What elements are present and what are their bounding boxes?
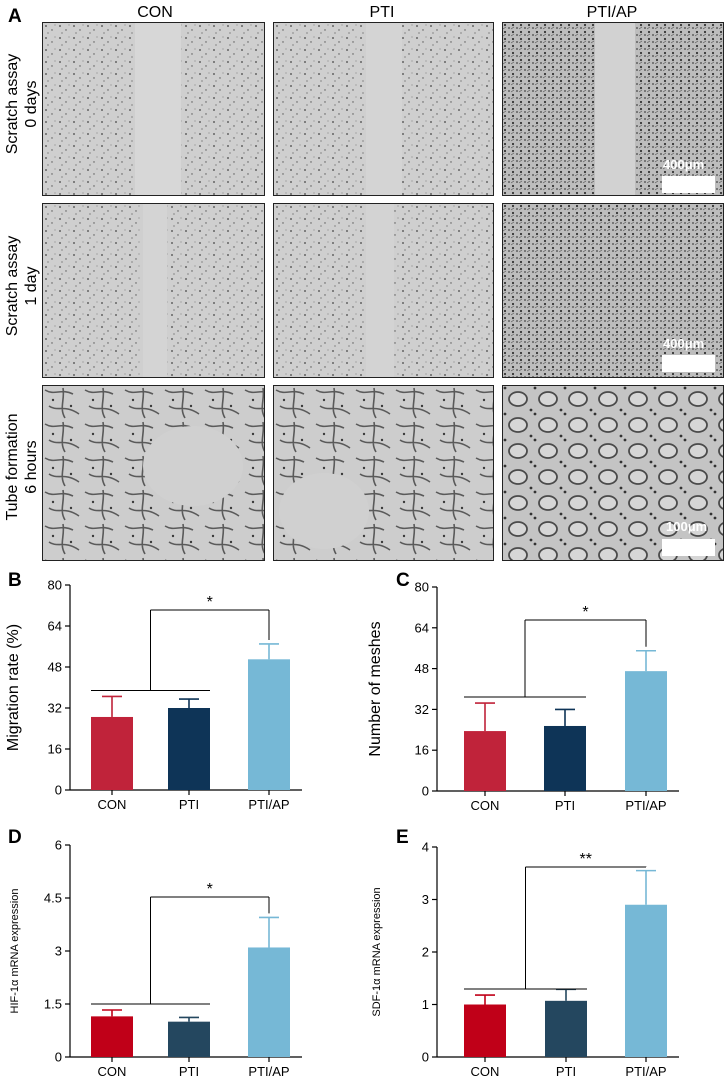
chart-c-y-tick-label: 48 [415, 661, 429, 676]
chart-e-y-axis-label: SDF-1α mRNA expression [371, 887, 383, 1016]
row-label-line2: 1 day [23, 266, 40, 306]
chart-d-x-tick-label: PTI/AP [248, 1064, 289, 1077]
chart-c-y-tick-label: 64 [415, 620, 429, 635]
chart-b-bar-con [91, 716, 133, 790]
chart-d-x-tick-label: PTI [179, 1064, 199, 1077]
chart-b-y-tick-label: 48 [48, 660, 62, 675]
chart-d-x-tick-label: CON [98, 1064, 127, 1077]
chart-c-bar-con [464, 731, 506, 791]
chart-d-bar-pti [168, 1021, 210, 1057]
row-label-line1: Scratch assay [4, 53, 21, 155]
chart-d-y-tick-label: 6 [55, 838, 62, 853]
micrograph-scratch-0d-con [42, 22, 265, 196]
chart-c-significance: * [582, 604, 588, 621]
scale-label-row2: 400μm [663, 336, 705, 351]
chart-b-bar-ptiap [248, 659, 290, 790]
chart-d-y-tick-label: 4.5 [44, 891, 62, 906]
chart-e-significance: ** [580, 851, 592, 868]
chart-d-y-axis-label: HIF-1α mRNA expression [9, 889, 21, 1014]
chart-b-y-tick-label: 64 [48, 619, 62, 634]
chart-b-y-tick-label: 0 [55, 783, 62, 798]
chart-e-y-tick-label: 3 [422, 892, 429, 907]
chart-e-bar-con [464, 1004, 506, 1057]
chart-c-y-tick-label: 32 [415, 702, 429, 717]
scale-bar-row3 [662, 539, 715, 556]
chart-b-significance: * [207, 594, 213, 611]
column-header-con: CON [137, 4, 173, 21]
micrograph-tube-6h-pti [273, 385, 494, 561]
row-label-scratch-1d: Scratch assay 1 day [3, 196, 41, 376]
chart-c-y-tick-label: 0 [422, 784, 429, 799]
micrograph-tube-6h-con [42, 385, 265, 561]
chart-e-x-tick-label: CON [471, 1064, 500, 1077]
chart-e-bar-pti [545, 1000, 587, 1057]
scale-bar-row2 [662, 355, 715, 372]
micrograph-tube-6h-ptiap [502, 385, 724, 561]
chart-d-significance: * [207, 881, 213, 898]
chart-b-migration-rate: Migration rate (%) 0 16 32 48 64 80 CON PTI PTI/A… [0, 570, 360, 820]
chart-c-y-axis-label: Number of meshes [367, 621, 384, 756]
column-header-pti: PTI [369, 4, 395, 21]
panel-letter-b: B [8, 570, 22, 591]
chart-c-bar-ptiap [625, 671, 667, 791]
chart-c-number-of-meshes: Number of meshes 0 16 32 48 64 80 CON PTI PTI/AP * [362, 570, 726, 820]
chart-e-y-tick-label: 1 [422, 997, 429, 1012]
row-label-line2: 6 hours [23, 440, 40, 494]
row-label-scratch-0d: Scratch assay 0 days [3, 14, 41, 194]
micrograph-scratch-0d-ptiap [502, 22, 724, 196]
micrograph-scratch-1d-pti [273, 203, 494, 378]
chart-b-x-tick-label: PTI/AP [248, 797, 289, 812]
panel-letter-c: C [396, 570, 410, 591]
chart-d-y-tick-label: 3 [55, 944, 62, 959]
chart-e-y-tick-label: 2 [422, 945, 429, 960]
chart-d-bar-con [91, 1016, 133, 1057]
chart-e-bar-ptiap [625, 904, 667, 1057]
panel-letter-d: D [8, 827, 22, 848]
chart-d-y-tick-label: 1.5 [44, 997, 62, 1012]
column-header-ptiap: PTI/AP [586, 4, 638, 21]
micrograph-scratch-1d-con [42, 203, 265, 378]
scale-label-row1: 400μm [663, 157, 705, 172]
scale-label-row3: 100μm [666, 519, 708, 534]
chart-b-y-tick-label: 80 [48, 578, 62, 593]
chart-c-y-tick-label: 16 [415, 743, 429, 758]
row-label-line1: Tube formation [4, 413, 21, 521]
panel-letter-a: A [8, 6, 22, 27]
chart-e-sdf1a-expression: SDF-1α mRNA expression 0 1 2 3 4 CON PTI PTI/AP *… [362, 827, 726, 1079]
chart-c-x-tick-label: PTI [555, 798, 575, 813]
scale-bar-row1 [662, 176, 715, 193]
chart-b-bar-pti [168, 708, 210, 790]
chart-d-y-tick-label: 0 [55, 1050, 62, 1065]
panel-letter-e: E [396, 827, 409, 848]
chart-e-y-tick-label: 4 [422, 840, 429, 855]
chart-c-x-tick-label: PTI/AP [625, 798, 666, 813]
chart-b-y-tick-label: 16 [48, 742, 62, 757]
chart-b-x-tick-label: PTI [179, 797, 199, 812]
row-label-line2: 0 days [23, 80, 40, 128]
chart-b-x-tick-label: CON [98, 797, 127, 812]
micrograph-scratch-0d-pti [273, 22, 494, 196]
chart-b-y-axis-label: Migration rate (%) [5, 624, 22, 751]
chart-d-hif1a-expression: HIF-1α mRNA expression 0 1.5 3 4.5 6 CON PTI PTI… [0, 827, 360, 1079]
row-label-line1: Scratch assay [4, 235, 21, 337]
chart-e-x-tick-label: PTI [556, 1064, 576, 1077]
chart-b-y-tick-label: 32 [48, 701, 62, 716]
chart-d-bar-ptiap [248, 947, 290, 1057]
chart-e-y-tick-label: 0 [422, 1050, 429, 1065]
row-label-tube-6h: Tube formation 6 hours [3, 377, 41, 557]
chart-c-x-tick-label: CON [471, 798, 500, 813]
chart-c-bar-pti [544, 725, 586, 791]
chart-e-x-tick-label: PTI/AP [625, 1064, 666, 1077]
micrograph-scratch-1d-ptiap [502, 203, 724, 378]
chart-c-y-tick-label: 80 [415, 580, 429, 595]
